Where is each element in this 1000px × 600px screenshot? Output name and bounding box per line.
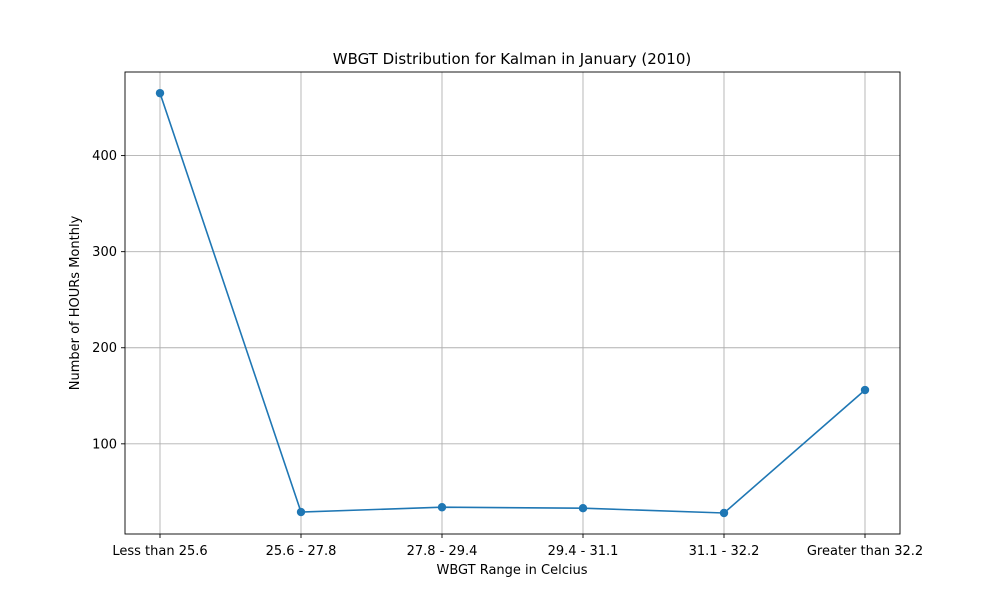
x-tick-label: 29.4 - 31.1 bbox=[548, 544, 619, 559]
data-point bbox=[296, 507, 306, 517]
data-point bbox=[155, 88, 165, 98]
y-axis-label: Number of HOURs Monthly bbox=[68, 215, 83, 390]
x-tick-label: Less than 25.6 bbox=[112, 544, 207, 559]
y-tick-label: 200 bbox=[92, 341, 117, 356]
x-tick-label: 27.8 - 29.4 bbox=[407, 544, 478, 559]
data-point bbox=[719, 508, 729, 518]
y-tick-label: 400 bbox=[92, 149, 117, 164]
x-tick-label: 25.6 - 27.8 bbox=[266, 544, 337, 559]
series-line bbox=[159, 92, 866, 514]
x-axis: Less than 25.6 25.6 - 27.8 27.8 - 29.4 29.4… bbox=[112, 534, 923, 559]
x-axis-label: WBGT Range in Celcius bbox=[436, 563, 587, 578]
chart-title: WBGT Distribution for Kalman in January … bbox=[333, 50, 692, 68]
grid bbox=[125, 72, 900, 534]
x-tick-label: 31.1 - 32.2 bbox=[689, 544, 760, 559]
series bbox=[155, 88, 870, 518]
plot-frame bbox=[124, 71, 901, 535]
y-axis: 100 200 300 400 bbox=[92, 149, 125, 452]
y-tick-label: 300 bbox=[92, 245, 117, 260]
data-point bbox=[860, 385, 870, 395]
x-tick-label: Greater than 32.2 bbox=[807, 544, 923, 559]
data-point bbox=[578, 504, 588, 513]
data-point bbox=[437, 503, 447, 512]
y-tick-label: 100 bbox=[92, 437, 117, 452]
